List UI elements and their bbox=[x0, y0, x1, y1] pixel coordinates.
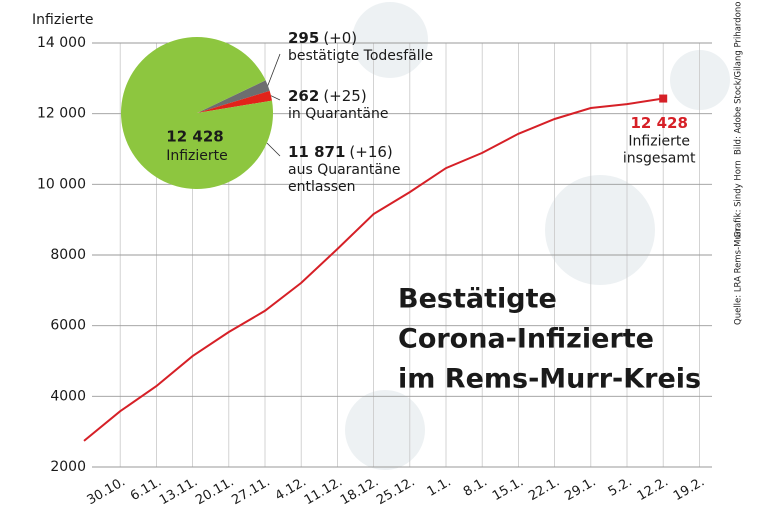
credit: Bild: Adobe Stock/Gilang Prihardono bbox=[734, 2, 744, 155]
x-tick-label: 1.1. bbox=[425, 475, 454, 500]
y-tick-label: 4000 bbox=[50, 388, 86, 404]
connector bbox=[266, 142, 281, 157]
x-tick-label: 27.11. bbox=[229, 475, 272, 509]
pie-label: 11 871 (+16) bbox=[288, 143, 393, 161]
pie-label: 262 (+25) bbox=[288, 87, 367, 105]
x-tick-label: 13.11. bbox=[157, 475, 200, 509]
pie-change: (+0) bbox=[323, 29, 357, 47]
x-tick-label: 20.11. bbox=[193, 475, 236, 509]
pie-value-label: 262 bbox=[288, 87, 319, 105]
background-decoration bbox=[345, 2, 730, 470]
pie-label: 295 (+0) bbox=[288, 29, 357, 47]
x-tick-label: 15.1. bbox=[490, 475, 526, 505]
pie-value-label: 11 871 bbox=[288, 143, 345, 161]
pie-description: entlassen bbox=[288, 179, 356, 195]
pie-description: in Quarantäne bbox=[288, 106, 388, 122]
x-tick-label: 11.12. bbox=[302, 475, 345, 509]
end-marker bbox=[659, 94, 668, 103]
chart-title: Bestätigte bbox=[398, 284, 557, 315]
pie-description: bestätigte Todesfälle bbox=[288, 48, 433, 64]
y-axis-label: Infizierte bbox=[32, 12, 94, 28]
pie-center-value: 12 428 bbox=[166, 128, 223, 146]
end-annotation: insgesamt bbox=[623, 151, 696, 167]
y-tick-label: 14 000 bbox=[37, 35, 86, 51]
x-tick-label: 5.2. bbox=[606, 475, 635, 500]
x-tick-label: 22.1. bbox=[526, 475, 562, 505]
end-annotation: Infizierte bbox=[628, 134, 690, 150]
connector bbox=[267, 53, 281, 86]
y-tick-label: 2000 bbox=[50, 459, 86, 475]
x-tick-label: 29.1. bbox=[562, 475, 598, 505]
y-tick-label: 12 000 bbox=[37, 106, 86, 122]
x-tick-label: 8.1. bbox=[461, 475, 490, 500]
x-tick-label: 12.2. bbox=[635, 475, 671, 505]
pie-center-text: Infizierte bbox=[166, 148, 228, 164]
y-tick-label: 6000 bbox=[50, 318, 86, 334]
pie-slice bbox=[197, 80, 270, 113]
pie-change: (+16) bbox=[349, 143, 392, 161]
x-tick-label: 18.12. bbox=[338, 475, 381, 509]
data-line bbox=[83, 97, 664, 442]
end-value-label: 12 428 bbox=[630, 114, 687, 132]
pie-slice bbox=[197, 90, 272, 113]
y-tick-label: 10 000 bbox=[37, 176, 86, 192]
y-tick-label: 8000 bbox=[50, 247, 86, 263]
x-tick-label: 19.2. bbox=[671, 475, 707, 505]
credit: Grafik: Sindy Horn bbox=[734, 160, 744, 238]
pie-slice bbox=[121, 36, 274, 189]
credit: Quelle: LRA Rems-Murr bbox=[734, 227, 744, 325]
pie-value-label: 295 bbox=[288, 29, 319, 47]
x-tick-label: 25.12. bbox=[374, 475, 417, 509]
x-tick-label: 30.10. bbox=[85, 475, 128, 509]
connector bbox=[270, 95, 281, 101]
pie-description: aus Quarantäne bbox=[288, 162, 400, 178]
pie-change: (+25) bbox=[323, 87, 366, 105]
chart-title: Corona-Infizierte bbox=[398, 324, 654, 355]
chart-title: im Rems-Murr-Kreis bbox=[398, 364, 701, 395]
